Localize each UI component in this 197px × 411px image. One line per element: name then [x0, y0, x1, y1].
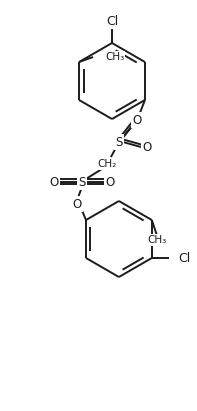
Text: S: S [78, 175, 85, 189]
Text: CH₃: CH₃ [105, 52, 124, 62]
Text: Cl: Cl [106, 14, 118, 28]
Text: CH₃: CH₃ [147, 235, 166, 245]
Text: S: S [115, 136, 123, 148]
Text: O: O [105, 175, 114, 189]
Text: O: O [132, 113, 141, 127]
Text: Cl: Cl [178, 252, 190, 265]
Text: O: O [49, 175, 59, 189]
Text: O: O [72, 198, 82, 210]
Text: O: O [132, 113, 141, 127]
Text: O: O [142, 141, 151, 153]
Text: CH₂: CH₂ [97, 159, 117, 169]
